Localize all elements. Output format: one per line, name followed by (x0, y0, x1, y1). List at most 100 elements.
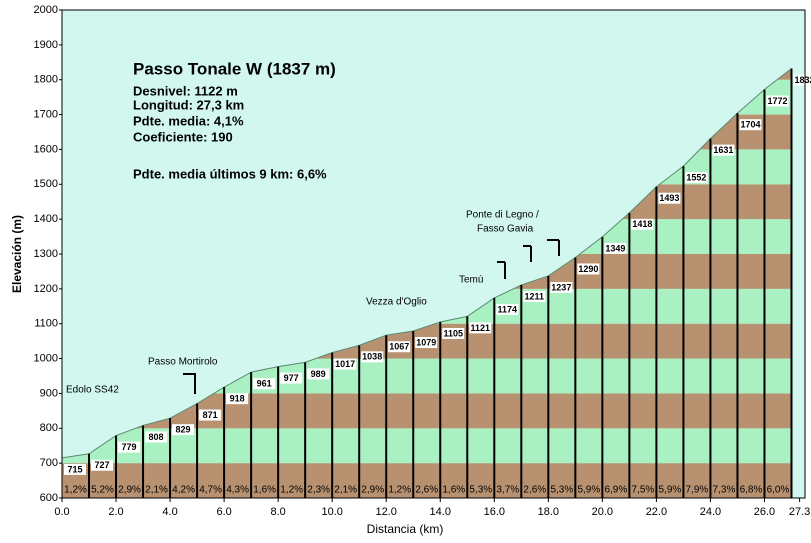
y-tick-label: 900 (40, 387, 58, 399)
y-tick-label: 1200 (34, 283, 58, 295)
gradient-label: 2,3% (307, 485, 330, 496)
value-label: 1105 (443, 328, 463, 338)
gradient-label: 1,2% (64, 485, 87, 496)
gradient-label: 4,3% (226, 485, 249, 496)
value-label: 1174 (498, 304, 518, 314)
value-label: 1038 (362, 352, 382, 362)
x-tick-label: 0.0 (54, 506, 69, 518)
value-label-bg (577, 263, 600, 275)
y-tick-label: 700 (40, 457, 58, 469)
place-label: Edolo SS42 (66, 385, 119, 396)
value-label: 1290 (578, 264, 598, 274)
y-tick-label: 1800 (34, 74, 58, 86)
value-label: 1211 (525, 291, 545, 301)
value-label: 829 (176, 425, 191, 435)
elevation-band (62, 463, 792, 498)
y-tick-label: 1000 (34, 352, 58, 364)
x-tick-label: 14.0 (430, 506, 451, 518)
value-label: 977 (284, 373, 299, 383)
x-tick-label: 20.0 (592, 506, 613, 518)
value-label: 1552 (686, 173, 706, 183)
value-label-bg (64, 463, 86, 475)
gradient-label: 2,9% (361, 485, 384, 496)
x-tick-label: 2.0 (108, 506, 123, 518)
value-label-bg (739, 119, 762, 131)
gradient-label: 6,8% (740, 485, 763, 496)
value-label: 1067 (389, 342, 409, 352)
gradient-label: 7,3% (713, 485, 736, 496)
gradient-label: 2,1% (334, 485, 357, 496)
y-tick-label: 1500 (34, 178, 58, 190)
gradient-label: 5,3% (469, 485, 492, 496)
value-label-bg (631, 218, 654, 230)
place-label: Passo Mortirolo (148, 357, 218, 368)
direction-arrow (183, 239, 560, 394)
value-label-bg (253, 378, 276, 390)
gradient-label: 5,3% (550, 485, 573, 496)
place-label: Temù (459, 275, 483, 286)
y-tick-label: 1600 (34, 143, 58, 155)
value-label: 1772 (767, 96, 787, 106)
value-label: 727 (95, 460, 110, 470)
value-label: 1079 (416, 337, 436, 347)
x-tick-label: 16.0 (484, 506, 505, 518)
value-label-bg (307, 368, 330, 380)
value-label-bg (199, 409, 222, 421)
profile-line (61, 68, 792, 459)
info: Pdte. media: 4,1% (133, 113, 244, 128)
value-label-bg (658, 192, 681, 204)
y-tick-label: 1400 (34, 213, 58, 225)
gradient-label: 7,9% (686, 485, 709, 496)
place-label: Fasso Gavia (477, 224, 534, 235)
value-label-bg (118, 441, 141, 453)
value-label: 808 (149, 432, 164, 442)
info: Pdte. media últimos 9 km: 6,6% (133, 166, 327, 181)
value-label-bg (685, 172, 708, 184)
value-label: 1237 (551, 282, 571, 292)
gradient-label: 5,2% (91, 485, 114, 496)
value-label: 871 (203, 410, 218, 420)
value-label: 1493 (659, 193, 679, 203)
x-tick-label: 27.3 (789, 506, 810, 518)
gradient-label: 4,7% (199, 485, 222, 496)
y-tick-label: 1100 (34, 318, 58, 330)
value-label-bg (91, 459, 114, 471)
place-label: Vezza d'Oglio (366, 297, 427, 308)
y-tick-label: 1300 (34, 248, 58, 260)
value-label: 918 (230, 394, 245, 404)
gradient-label: 2,1% (145, 485, 168, 496)
title: Passo Tonale W (1837 m) (133, 59, 336, 78)
y-tick-label: 800 (40, 422, 58, 434)
info: Desnivel: 1122 m (133, 83, 238, 98)
x-tick-label: 10.0 (321, 506, 342, 518)
value-label-bg (604, 242, 627, 254)
value-label: 1704 (740, 120, 760, 130)
value-label: 989 (311, 369, 326, 379)
value-label: 1631 (713, 145, 733, 155)
gradient-label: 6,0% (767, 485, 790, 496)
gradient-label: 2,9% (118, 485, 141, 496)
x-tick-label: 22.0 (646, 506, 667, 518)
value-label: 961 (257, 379, 272, 389)
x-tick-label: 24.0 (700, 506, 721, 518)
value-label-bg (523, 291, 546, 303)
value-label-bg (469, 322, 492, 334)
value-label-bg (712, 144, 735, 156)
value-label-bg (793, 74, 811, 86)
place-label: Ponte di Legno / (466, 210, 539, 221)
value-label: 1121 (471, 323, 491, 333)
value-label-bg (550, 281, 573, 293)
x-axis-label: Distancia (km) (367, 522, 444, 536)
gradient-label: 1,6% (442, 485, 465, 496)
value-label-bg (361, 351, 384, 363)
x-tick-label: 18.0 (538, 506, 559, 518)
value-label-bg (172, 424, 195, 436)
value-label: 1832 (794, 75, 811, 85)
value-label: 1349 (605, 243, 625, 253)
y-tick-label: 1900 (34, 39, 58, 51)
value-label-bg (280, 372, 303, 384)
value-label: 1017 (335, 359, 355, 369)
gradient-label: 1,2% (388, 485, 411, 496)
value-label-bg (334, 358, 357, 370)
